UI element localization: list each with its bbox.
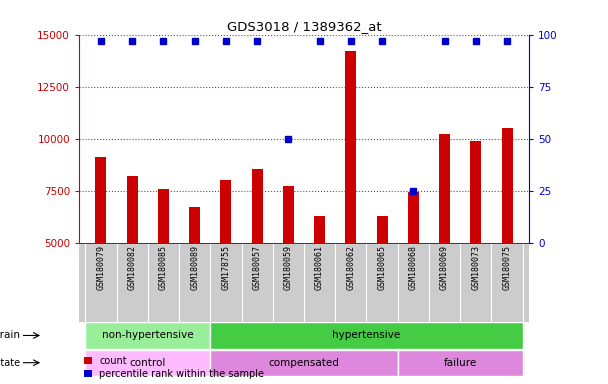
Legend: count, percentile rank within the sample: count, percentile rank within the sample [84, 356, 264, 379]
Text: GSM180075: GSM180075 [503, 245, 511, 290]
Bar [398, 349, 523, 376]
Text: failure: failure [444, 358, 477, 368]
Text: GSM180059: GSM180059 [284, 245, 293, 290]
Bar [252, 169, 263, 347]
Bar [221, 180, 232, 347]
Text: GSM180068: GSM180068 [409, 245, 418, 290]
Title: GDS3018 / 1389362_at: GDS3018 / 1389362_at [227, 20, 381, 33]
Text: control: control [130, 358, 166, 368]
Text: GSM180061: GSM180061 [315, 245, 324, 290]
Bar [210, 349, 398, 376]
Text: GSM180089: GSM180089 [190, 245, 199, 290]
Text: hypertensive: hypertensive [333, 331, 401, 341]
Bar [95, 157, 106, 347]
Bar [439, 134, 450, 347]
Bar [376, 215, 387, 347]
Text: disease state: disease state [0, 358, 21, 368]
Bar [126, 176, 137, 347]
Bar [502, 128, 513, 347]
Bar [189, 207, 200, 347]
Text: compensated: compensated [269, 358, 339, 368]
Bar [85, 323, 210, 349]
Text: strain: strain [0, 331, 21, 341]
Bar [85, 349, 210, 376]
Bar [408, 192, 419, 347]
Bar [158, 189, 169, 347]
Bar [283, 186, 294, 347]
Text: GSM180079: GSM180079 [97, 245, 105, 290]
Text: GSM180073: GSM180073 [471, 245, 480, 290]
Text: GSM180069: GSM180069 [440, 245, 449, 290]
Text: GSM180057: GSM180057 [253, 245, 261, 290]
Text: non-hypertensive: non-hypertensive [102, 331, 193, 341]
Text: GSM180065: GSM180065 [378, 245, 387, 290]
Bar [314, 215, 325, 347]
Text: GSM178755: GSM178755 [221, 245, 230, 290]
Text: GSM180085: GSM180085 [159, 245, 168, 290]
Bar [471, 141, 482, 347]
Bar [210, 323, 523, 349]
Text: GSM180062: GSM180062 [347, 245, 355, 290]
Bar [345, 51, 356, 347]
Text: GSM180082: GSM180082 [128, 245, 137, 290]
